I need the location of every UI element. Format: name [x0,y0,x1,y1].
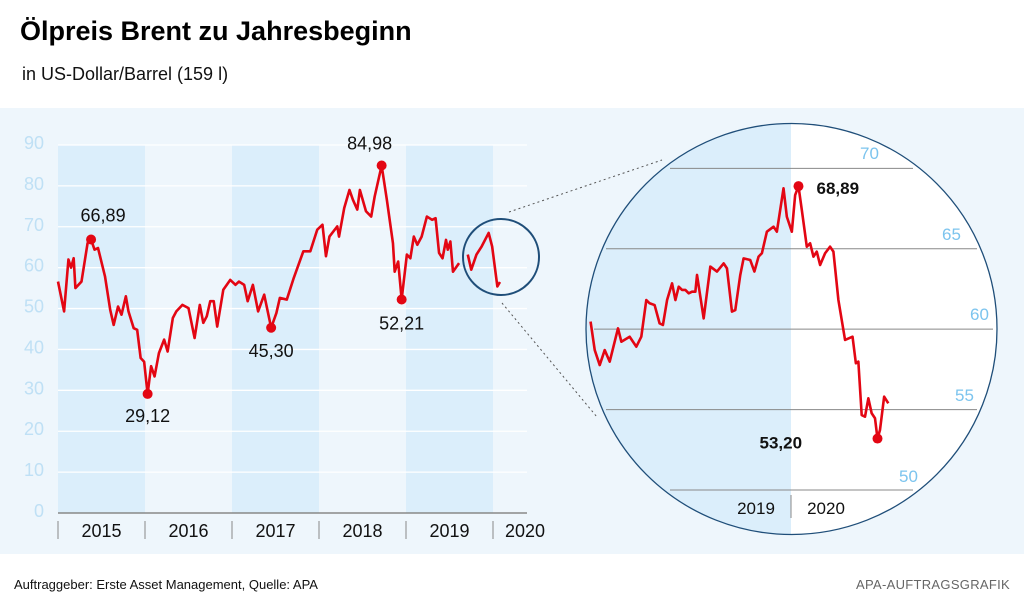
chart-title: Ölpreis Brent zu Jahresbeginn [20,16,412,46]
extreme-point-marker [376,160,387,171]
credit-label: APA-AUFTRAGSGRAFIK [856,577,1010,592]
inset-extreme-point-marker [872,433,883,444]
zoom-connector-top [508,159,663,213]
y-tick-label: 0 [34,501,44,521]
x-tick-label: 2017 [255,521,295,541]
inset-x-tick-label: 2019 [737,499,775,518]
extreme-point-marker [142,388,153,399]
extreme-point-label: 66,89 [81,205,126,225]
inset-y-tick-label: 65 [942,225,961,244]
y-tick-label: 10 [24,460,44,480]
inset-y-tick-label: 60 [970,305,989,324]
inset-extreme-point-marker [793,181,804,192]
inset-circle-border [585,122,998,536]
extreme-point-label: 84,98 [347,134,392,154]
inset-y-tick-label: 50 [899,467,918,486]
inset-price-line [589,184,890,440]
y-tick-label: 30 [24,378,44,398]
x-tick-label: 2018 [342,521,382,541]
y-tick-label: 90 [24,133,44,153]
y-tick-label: 50 [24,297,44,317]
y-tick-label: 20 [24,419,44,439]
y-tick-label: 70 [24,215,44,235]
extreme-point-label: 29,12 [125,406,170,426]
y-tick-label: 40 [24,337,44,357]
zoom-highlight-circle [462,218,540,296]
y-tick-label: 60 [24,256,44,276]
extreme-point-label: 52,21 [379,314,424,334]
x-tick-label: 2019 [429,521,469,541]
chart-subtitle: in US-Dollar/Barrel (159 l) [22,64,229,84]
extreme-point-marker [86,234,97,245]
x-tick-label: 2016 [168,521,208,541]
y-tick-label: 80 [24,174,44,194]
zoom-connector-bottom [501,302,598,418]
price-line-zoomed-part [466,231,502,288]
inset-y-tick-label: 55 [955,386,974,405]
extreme-point-marker [396,294,407,305]
extreme-point-marker [266,322,277,333]
x-tick-label: 2020 [505,521,545,541]
inset-y-tick-label: 70 [860,144,879,163]
year-shade-2019 [406,145,493,513]
inset-extreme-point-label: 68,89 [816,179,859,198]
inset-x-tick-label: 2020 [807,499,845,518]
source-note: Auftraggeber: Erste Asset Management, Qu… [14,577,318,592]
year-shade-2015 [58,145,145,513]
extreme-point-label: 45,30 [249,341,294,361]
x-tick-label: 2015 [81,521,121,541]
price-line [56,164,461,396]
inset-extreme-point-label: 53,20 [759,434,802,453]
